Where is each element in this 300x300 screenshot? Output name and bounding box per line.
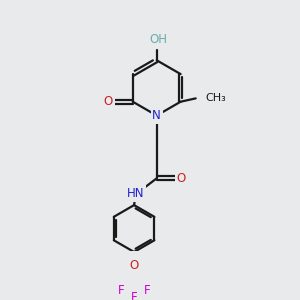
Text: OH: OH <box>149 33 167 46</box>
Text: N: N <box>152 109 161 122</box>
Text: F: F <box>131 291 137 300</box>
Text: O: O <box>176 172 186 185</box>
Text: O: O <box>104 95 113 108</box>
Text: CH₃: CH₃ <box>206 93 226 103</box>
Text: F: F <box>117 284 124 297</box>
Text: HN: HN <box>127 187 145 200</box>
Text: O: O <box>130 259 139 272</box>
Text: F: F <box>144 284 151 297</box>
